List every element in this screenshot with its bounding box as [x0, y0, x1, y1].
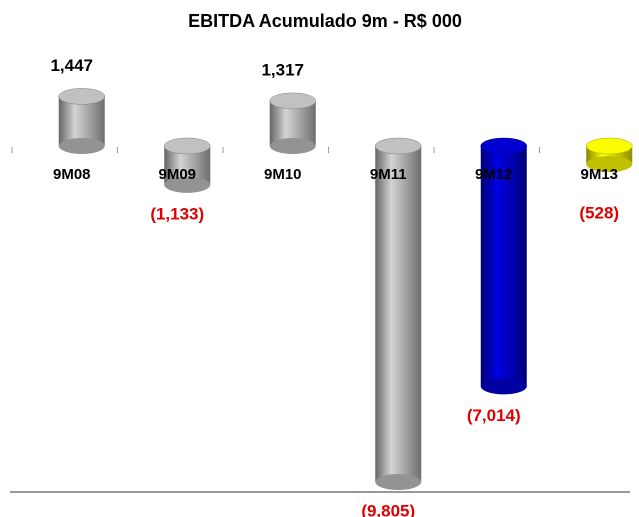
bar-body — [58, 96, 105, 146]
bar-body — [375, 146, 422, 482]
value-label: 1,317 — [261, 60, 304, 79]
bar-top — [480, 137, 527, 155]
value-label: 1,447 — [50, 56, 93, 75]
x-tick-label: 9M08 — [53, 166, 91, 183]
bar-bottom — [269, 138, 316, 154]
bar-bottom — [480, 378, 527, 395]
bar-top — [164, 137, 211, 155]
x-tick-label: 9M12 — [475, 166, 513, 183]
bar-top — [269, 92, 316, 110]
value-label: (1,133) — [150, 204, 204, 223]
bar-top — [58, 88, 105, 105]
value-label: (7,014) — [467, 406, 521, 425]
chart-title: EBITDA Acumulado 9m - R$ 000 — [188, 11, 462, 31]
bar-top — [586, 137, 633, 155]
bar-bottom — [58, 138, 105, 154]
bar-bottom — [164, 176, 211, 193]
x-tick-label: 9M13 — [580, 166, 618, 183]
x-tick-label: 9M11 — [370, 166, 407, 183]
bar-bottom — [586, 156, 633, 173]
value-label: (9,805) — [361, 501, 415, 517]
value-label: (528) — [579, 203, 619, 222]
bar-body — [480, 146, 527, 387]
bar-top — [375, 137, 422, 155]
bar-bottom — [375, 474, 422, 490]
x-tick-label: 9M09 — [158, 166, 196, 183]
x-tick-label: 9M10 — [264, 166, 302, 183]
